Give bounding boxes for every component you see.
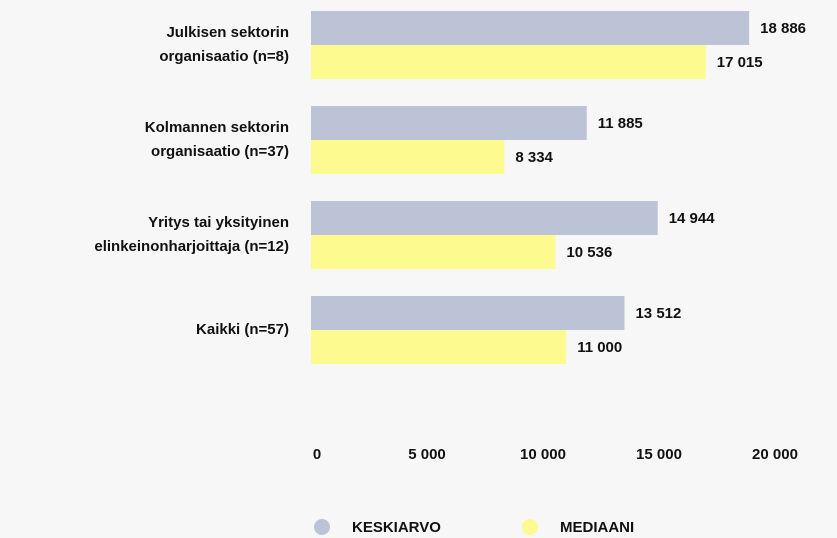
bar [311, 296, 625, 330]
legend-label: KESKIARVO [352, 519, 441, 536]
value-label: 14 944 [669, 210, 716, 227]
value-label: 17 015 [717, 54, 763, 71]
value-label: 10 536 [566, 244, 612, 261]
bar [311, 330, 567, 364]
category-label: Yritys tai yksityinen elinkeinonharjoitta… [94, 214, 289, 255]
category-label: Kolmannen sektorin organisaatio (n=37) [145, 119, 289, 160]
bar [311, 11, 750, 45]
value-label: 18 886 [760, 20, 806, 37]
value-label: 8 334 [515, 149, 553, 166]
legend-marker [314, 519, 330, 535]
x-tick-label: 5 000 [408, 446, 446, 463]
value-label: 11 885 [598, 115, 643, 132]
legend-marker [522, 519, 538, 535]
x-tick-label: 20 000 [752, 446, 798, 463]
category-label: Julkisen sektorin organisaatio (n=8) [159, 24, 289, 65]
bar [311, 235, 556, 269]
bar [311, 140, 505, 174]
bar [311, 106, 587, 140]
bar [311, 45, 706, 79]
x-tick-label: 0 [313, 446, 321, 463]
x-tick-label: 10 000 [520, 446, 566, 463]
x-tick-label: 15 000 [636, 446, 682, 463]
value-label: 11 000 [577, 339, 622, 356]
legend-label: MEDIAANI [560, 519, 634, 536]
value-label: 13 512 [635, 305, 681, 322]
category-label: Kaikki (n=57) [196, 321, 289, 338]
bar [311, 201, 658, 235]
